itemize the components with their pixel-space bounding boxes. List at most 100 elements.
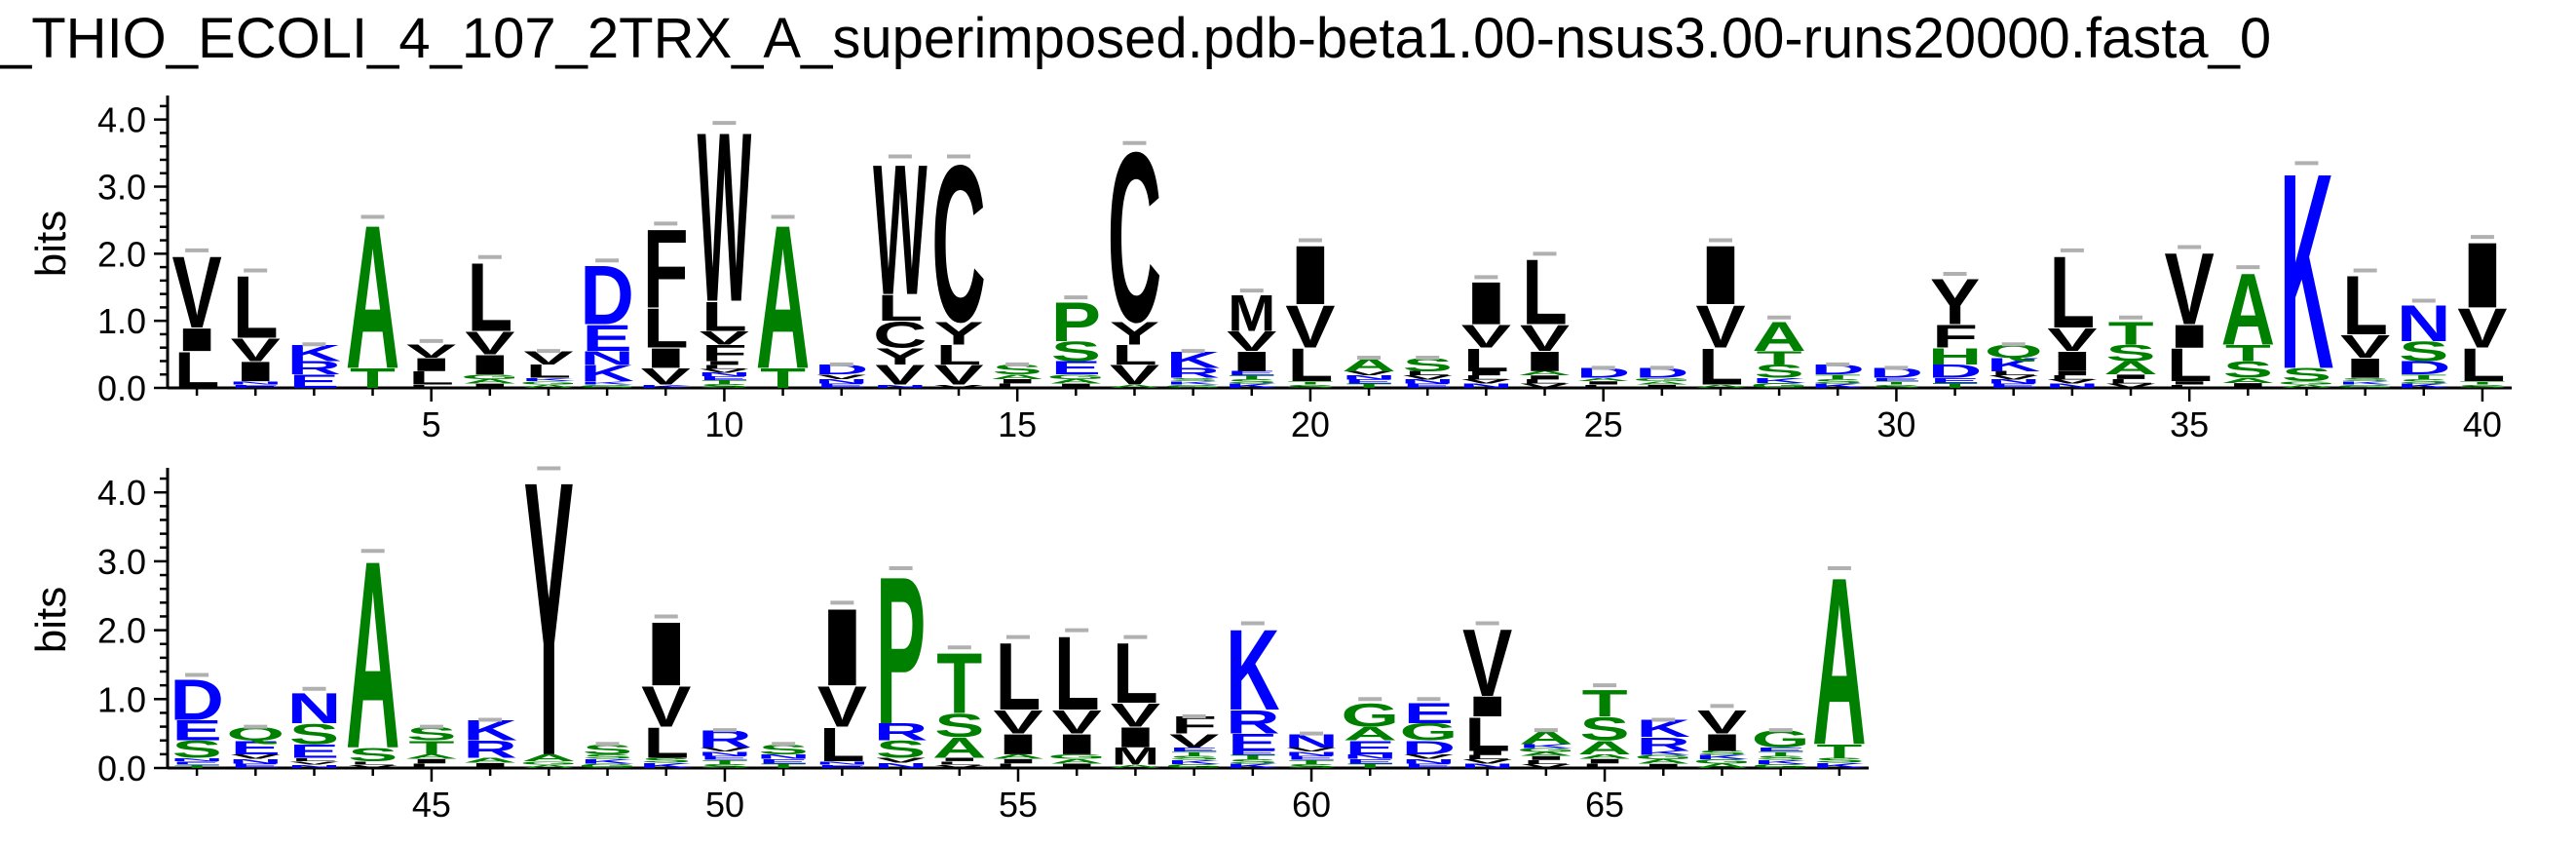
residue-letter: Q <box>1985 341 2043 363</box>
residue-letter-minor: I <box>2163 380 2216 385</box>
residue-letter-minor: K <box>1752 376 1806 384</box>
residue-letter-minor: N <box>170 757 224 762</box>
residue-letter-minor: I <box>1460 749 1514 756</box>
x-tick-label: 55 <box>999 785 1038 825</box>
residue-letter: E <box>1228 729 1277 756</box>
residue-letter: A <box>1812 527 1867 795</box>
residue-letter: S <box>1403 354 1453 375</box>
residue-letter-minor: I <box>1635 384 1688 389</box>
residue-letter: I <box>2338 353 2392 384</box>
residue-letter: L <box>1054 614 1100 732</box>
residue-letter-minor: E <box>1404 762 1454 769</box>
residue-letter-minor: I <box>2221 381 2275 389</box>
residue-letter-minor: A <box>1635 380 1689 385</box>
residue-letter-minor: S <box>1169 754 1219 761</box>
x-tick-label: 35 <box>2170 404 2209 444</box>
residue-letter: D <box>1870 365 1924 381</box>
residue-letter: W <box>698 82 752 353</box>
residue-letter: E <box>171 714 221 747</box>
residue-letter: L <box>2167 339 2213 392</box>
residue-letter: G <box>1400 719 1458 747</box>
residue-letter: F <box>1932 318 1978 355</box>
residue-letter-minor: E <box>1989 383 2038 390</box>
residue-letter: I <box>992 728 1045 760</box>
residue-letter: E <box>582 317 631 359</box>
residue-letter: L <box>467 243 512 352</box>
residue-letter-minor: S <box>2340 377 2390 382</box>
residue-letter: V <box>817 674 868 739</box>
residue-letter: A <box>932 732 987 764</box>
residue-letter: I <box>1283 229 1337 323</box>
residue-letter-minor: A <box>1695 762 1750 769</box>
y-tick-label: 3.0 <box>97 542 146 582</box>
residue-letter: K <box>580 361 634 387</box>
residue-letter-minor: V <box>1404 753 1455 760</box>
residue-letter-minor: N <box>228 380 283 385</box>
residue-letter-minor: L <box>1405 370 1451 377</box>
residue-letter: M <box>1112 743 1159 770</box>
y-axis-label: bits <box>27 587 75 653</box>
residue-letter-minor: G <box>2336 384 2395 389</box>
residue-letter-minor: N <box>874 761 928 769</box>
residue-letter-minor: I <box>1049 382 1103 389</box>
residue-letter-minor: K <box>1166 380 1221 385</box>
residue-letter-minor: T <box>761 762 807 769</box>
residue-letter: D <box>2397 358 2451 379</box>
residue-letter: A <box>1577 737 1632 758</box>
residue-letter-minor: I <box>992 757 1045 764</box>
residue-letter: V <box>2340 328 2391 365</box>
residue-letter-minor: S <box>700 383 749 389</box>
residue-letter-minor: K <box>521 377 576 382</box>
residue-letter: A <box>346 505 400 805</box>
residue-letter-minor: K <box>2338 380 2393 385</box>
residue-letter: N <box>1284 730 1339 751</box>
x-tick-label: 5 <box>422 404 441 444</box>
residue-letter-minor: N <box>756 753 811 760</box>
residue-letter: A <box>1752 314 1805 361</box>
residue-letter-minor: S <box>1872 384 1921 389</box>
y-axis-label: bits <box>27 211 75 277</box>
residue-letter-minor: K <box>581 757 635 764</box>
residue-letter-minor: E <box>1345 757 1395 764</box>
residue-letter: Q <box>226 723 284 745</box>
residue-letter-minor: K <box>1519 743 1573 749</box>
residue-letter-minor: K <box>1754 758 1808 765</box>
residue-letter: S <box>934 707 984 745</box>
residue-letter-minor: T <box>1346 383 1392 390</box>
residue-letter-minor: A <box>1109 764 1163 769</box>
residue-letter: A <box>522 752 577 763</box>
residue-letter-minor: L <box>1580 384 1626 389</box>
residue-letter: L <box>1463 341 1509 378</box>
residue-letter: V <box>2165 232 2215 347</box>
residue-letter: D <box>1635 365 1689 381</box>
residue-letter-minor: I <box>932 756 986 762</box>
y-tick-label: 4.0 <box>97 100 146 140</box>
residue-letter: I <box>170 322 224 358</box>
residue-letter: L <box>1112 339 1157 370</box>
residue-letter-minor: K <box>639 384 694 389</box>
residue-letter: V <box>933 360 984 391</box>
residue-letter: I <box>1694 229 1748 323</box>
residue-letter-minor: S <box>1228 758 1277 765</box>
residue-letter: L <box>936 339 982 370</box>
y-tick-label: 3.0 <box>97 167 146 207</box>
residue-letter: P <box>876 534 926 769</box>
residue-letter-minor: I <box>991 378 1044 385</box>
residue-letter-minor: L <box>701 364 747 369</box>
residue-letter-minor: G <box>579 762 637 769</box>
residue-letter-minor: V <box>1461 378 1511 385</box>
residue-letter-minor: I <box>404 757 458 764</box>
residue-letter: R <box>1636 733 1690 754</box>
residue-letter: S <box>406 723 456 745</box>
residue-letter-minor: V <box>933 384 983 389</box>
residue-letter: A <box>1342 354 1396 375</box>
residue-letter-minor: E <box>1227 370 1276 377</box>
residue-letter: V <box>406 341 456 363</box>
residue-letter-minor: G <box>578 384 636 389</box>
residue-letter-minor: A <box>1693 384 1748 389</box>
residue-letter: L <box>1522 241 1568 345</box>
residue-letter-minor: E <box>171 760 221 765</box>
residue-letter-minor: I <box>1519 755 1572 761</box>
residue-letter: A <box>2221 251 2276 366</box>
residue-letter: C <box>931 120 986 369</box>
